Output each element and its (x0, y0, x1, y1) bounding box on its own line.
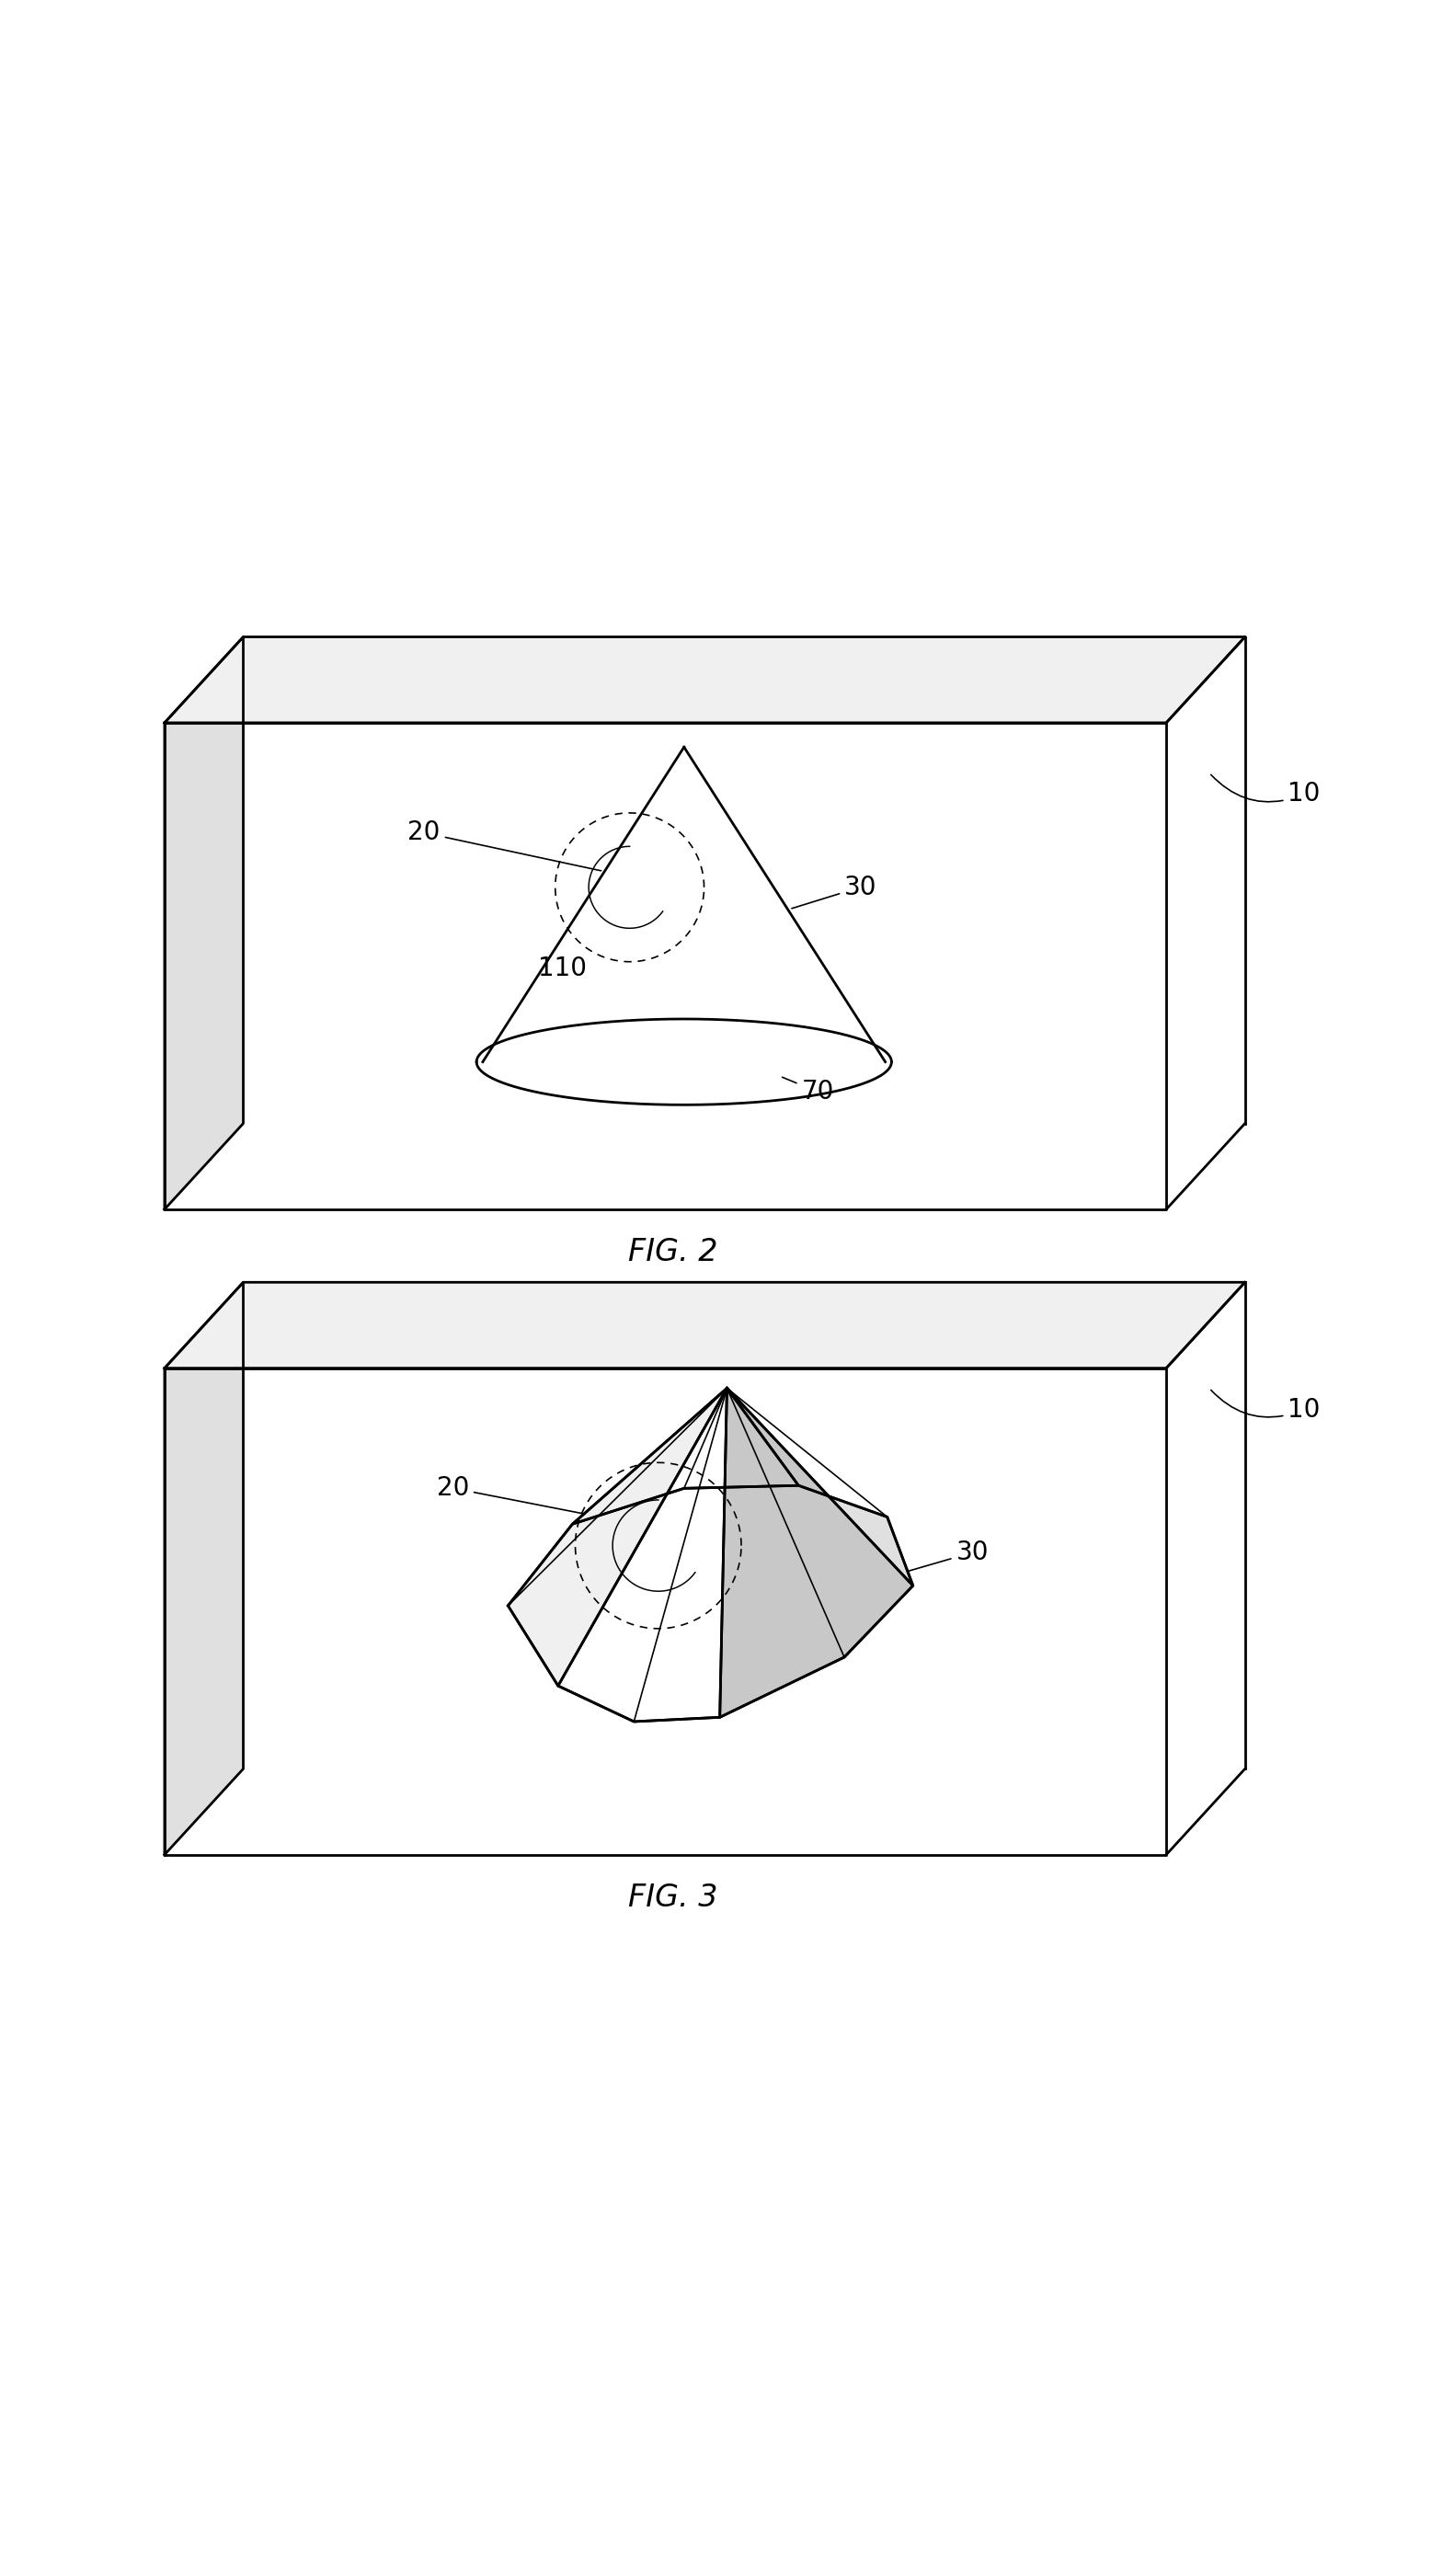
Text: 30: 30 (761, 873, 877, 917)
Text: 110: 110 (538, 956, 587, 981)
Text: 10: 10 (1211, 1391, 1321, 1422)
Polygon shape (165, 636, 243, 1208)
Polygon shape (720, 1388, 913, 1718)
Polygon shape (508, 1388, 727, 1685)
Text: 10: 10 (1211, 775, 1321, 806)
Polygon shape (165, 1368, 1166, 1855)
Text: FIG. 3: FIG. 3 (628, 1883, 717, 1914)
Text: FIG. 2: FIG. 2 (628, 1236, 717, 1267)
Polygon shape (165, 636, 1245, 724)
Polygon shape (727, 1388, 913, 1587)
Polygon shape (572, 1388, 798, 1525)
Polygon shape (165, 1283, 1245, 1368)
Polygon shape (165, 724, 1166, 1208)
Polygon shape (558, 1388, 727, 1721)
Text: 70: 70 (783, 1077, 834, 1105)
Text: 20: 20 (436, 1476, 634, 1522)
Polygon shape (477, 747, 892, 1061)
Text: 30: 30 (876, 1540, 989, 1582)
Polygon shape (165, 1283, 243, 1855)
Text: 20: 20 (408, 819, 615, 873)
